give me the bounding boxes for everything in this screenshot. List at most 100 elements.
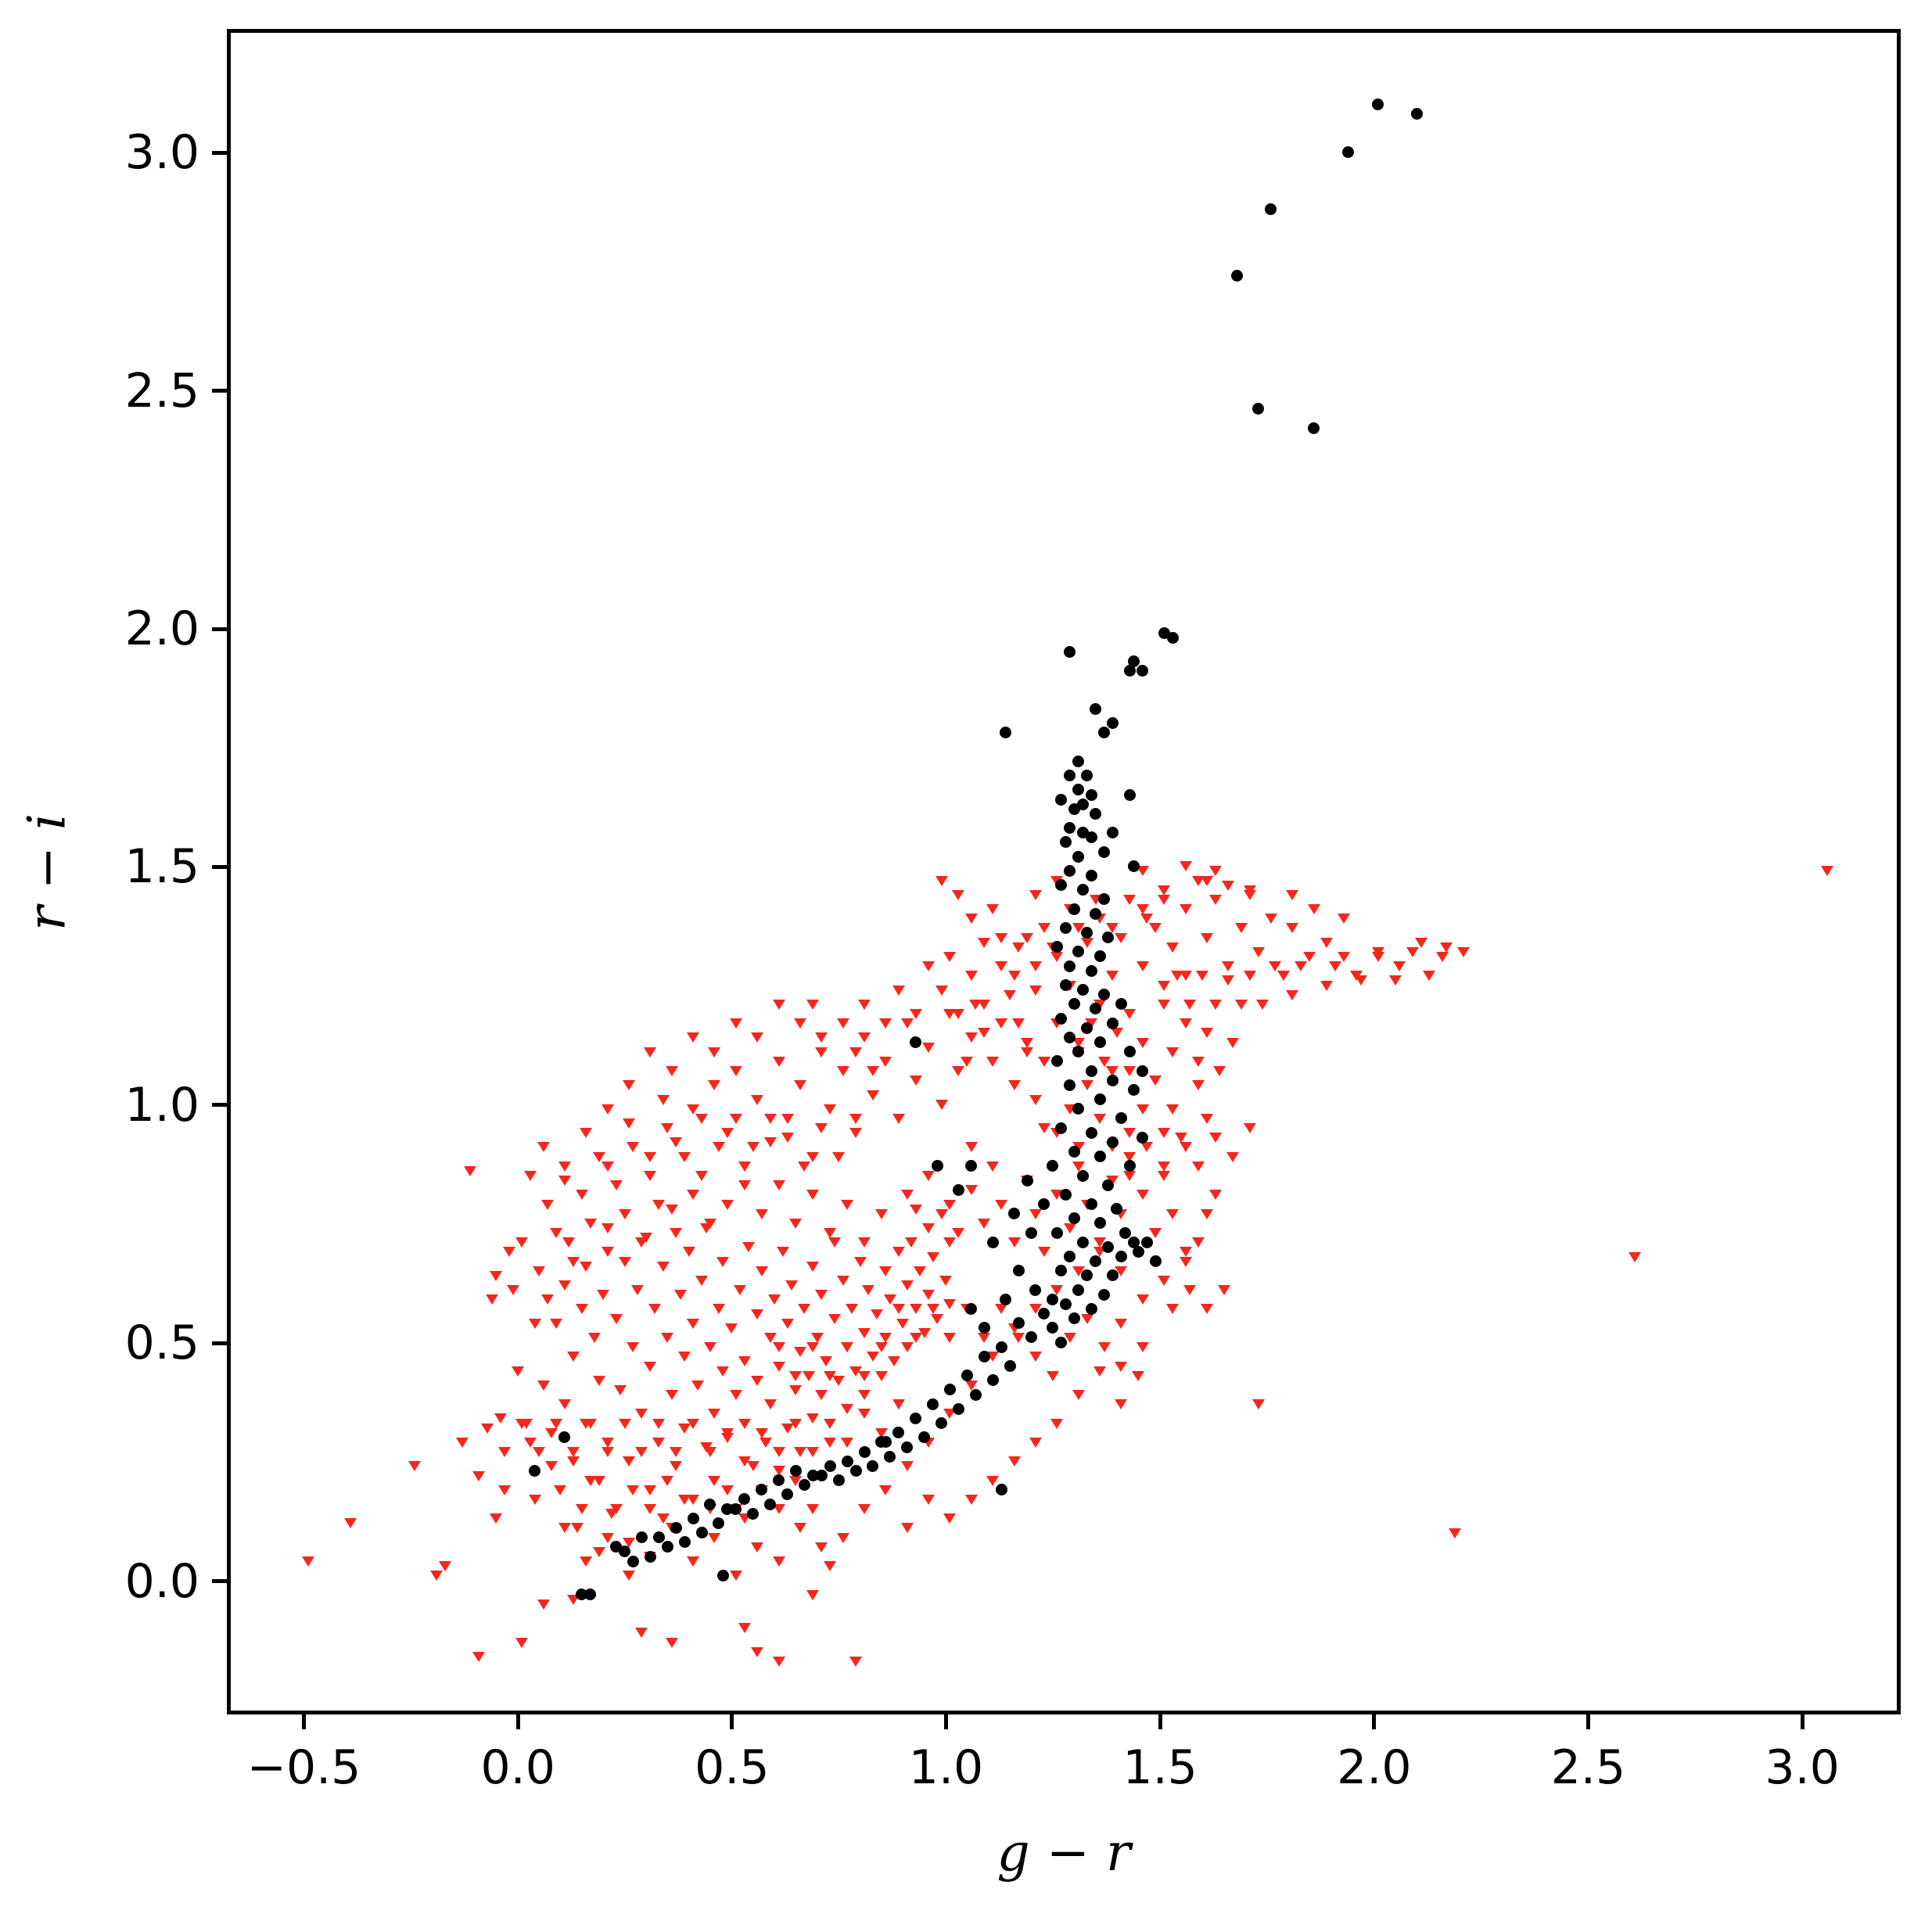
- data-point-black-circles: [1102, 932, 1115, 944]
- data-point-red-triangles: [1821, 866, 1834, 877]
- data-point-red-triangles: [720, 1485, 734, 1495]
- data-point-red-triangles: [862, 1285, 875, 1296]
- data-point-red-triangles: [644, 1047, 657, 1057]
- data-point-red-triangles: [1093, 1366, 1107, 1377]
- data-point-black-circles: [1064, 960, 1076, 972]
- data-point-red-triangles: [751, 1032, 764, 1043]
- data-point-red-triangles: [858, 1390, 871, 1401]
- data-point-red-triangles: [1329, 961, 1342, 972]
- data-point-red-triangles: [656, 1261, 670, 1272]
- data-point-black-circles: [1068, 1312, 1080, 1325]
- data-point-black-circles: [798, 1479, 810, 1492]
- data-point-red-triangles: [464, 1165, 477, 1176]
- data-point-black-circles: [1050, 941, 1063, 953]
- data-point-black-circles: [1064, 822, 1076, 835]
- data-point-black-circles: [879, 1436, 892, 1449]
- data-point-red-triangles: [772, 1447, 785, 1458]
- data-point-red-triangles: [751, 1646, 764, 1657]
- data-point-red-triangles: [789, 1384, 803, 1395]
- data-point-red-triangles: [1123, 894, 1137, 905]
- data-point-red-triangles: [806, 1589, 820, 1600]
- data-point-red-triangles: [1021, 1047, 1033, 1057]
- data-point-red-triangles: [777, 1247, 790, 1258]
- data-point-red-triangles: [703, 1218, 716, 1229]
- data-point-black-circles: [1081, 1269, 1093, 1282]
- y-tick: [212, 864, 227, 869]
- data-point-black-circles: [619, 1546, 631, 1558]
- data-point-red-triangles: [772, 1466, 785, 1477]
- data-point-black-circles: [1068, 1212, 1080, 1225]
- data-point-red-triangles: [763, 1399, 777, 1410]
- data-point-red-triangles: [1166, 942, 1180, 953]
- data-point-red-triangles: [1136, 866, 1149, 877]
- data-point-red-triangles: [656, 1513, 670, 1524]
- y-tick: [212, 1341, 227, 1345]
- data-point-red-triangles: [874, 1370, 888, 1381]
- data-point-red-triangles: [922, 1171, 935, 1182]
- data-point-red-triangles: [703, 1342, 716, 1353]
- data-point-red-triangles: [472, 1470, 486, 1481]
- data-point-red-triangles: [952, 1066, 965, 1077]
- x-tick-label: 1.5: [1122, 1740, 1198, 1795]
- data-point-red-triangles: [1007, 1456, 1021, 1467]
- data-point-red-triangles: [793, 1018, 806, 1029]
- data-point-red-triangles: [961, 1056, 974, 1067]
- data-point-red-triangles: [1251, 946, 1265, 957]
- data-point-black-circles: [1128, 655, 1140, 668]
- data-point-red-triangles: [742, 1242, 756, 1253]
- data-point-red-triangles: [1029, 1352, 1042, 1362]
- data-point-red-triangles: [824, 1561, 837, 1572]
- data-point-red-triangles: [1264, 914, 1277, 924]
- data-point-red-triangles: [909, 1304, 922, 1315]
- data-point-red-triangles: [1136, 961, 1149, 972]
- data-point-red-triangles: [1007, 971, 1021, 982]
- data-point-red-triangles: [836, 1275, 849, 1286]
- data-point-red-triangles: [1256, 999, 1269, 1010]
- data-point-red-triangles: [815, 1290, 828, 1301]
- data-point-red-triangles: [566, 1456, 580, 1467]
- data-point-red-triangles: [1029, 961, 1042, 972]
- data-point-red-triangles: [545, 1461, 558, 1472]
- data-point-red-triangles: [720, 1128, 734, 1139]
- data-point-red-triangles: [566, 1352, 580, 1362]
- data-point-red-triangles: [806, 1342, 820, 1353]
- data-point-black-circles: [1072, 1046, 1085, 1058]
- data-point-red-triangles: [1158, 1161, 1171, 1172]
- data-point-red-triangles: [789, 1418, 803, 1429]
- data-point-black-circles: [558, 1431, 571, 1444]
- data-point-red-triangles: [815, 1032, 828, 1043]
- data-point-black-circles: [1106, 1269, 1119, 1282]
- data-point-red-triangles: [1191, 1056, 1205, 1067]
- data-point-black-circles: [1085, 1065, 1097, 1077]
- data-point-black-circles: [995, 1341, 1007, 1353]
- data-point-black-circles: [1115, 1112, 1127, 1125]
- data-point-red-triangles: [1037, 923, 1050, 934]
- data-point-red-triangles: [772, 1656, 785, 1667]
- data-point-red-triangles: [1149, 1228, 1162, 1239]
- data-point-red-triangles: [1183, 999, 1196, 1010]
- y-tick-label: 3.0: [124, 125, 199, 181]
- data-point-red-triangles: [1158, 1171, 1171, 1182]
- data-point-red-triangles: [772, 1361, 785, 1372]
- data-point-red-triangles: [549, 1318, 562, 1329]
- data-point-red-triangles: [344, 1518, 357, 1529]
- data-point-black-circles: [1085, 870, 1097, 881]
- data-point-black-circles: [644, 1550, 656, 1563]
- data-point-red-triangles: [601, 1104, 614, 1115]
- data-point-black-circles: [1064, 645, 1076, 658]
- data-point-red-triangles: [623, 1537, 635, 1548]
- y-axis-label: r − i: [16, 813, 77, 931]
- data-point-red-triangles: [824, 1228, 837, 1239]
- data-point-red-triangles: [537, 1142, 550, 1153]
- data-point-black-circles: [1059, 836, 1072, 849]
- data-point-black-circles: [965, 1302, 978, 1315]
- data-point-black-circles: [986, 1374, 999, 1387]
- data-point-red-triangles: [644, 1504, 657, 1515]
- data-point-red-triangles: [986, 1056, 1000, 1067]
- data-point-red-triangles: [1007, 1237, 1021, 1248]
- data-point-red-triangles: [1200, 1208, 1213, 1219]
- data-point-black-circles: [1064, 1079, 1076, 1091]
- data-point-red-triangles: [900, 1342, 914, 1353]
- data-point-red-triangles: [1388, 975, 1402, 986]
